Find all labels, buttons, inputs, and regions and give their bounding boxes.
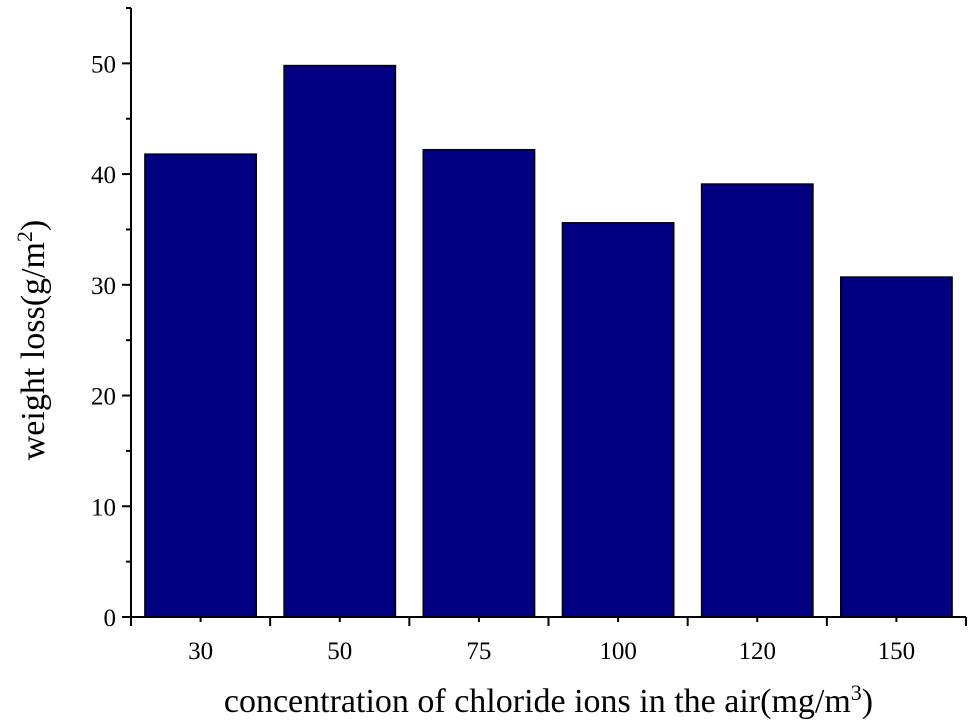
- y-ticks-layer: 0 10 20 30 40 50: [91, 7, 131, 632]
- y-axis-title-suffix: ): [15, 220, 52, 231]
- x-axis-title-suffix: ): [862, 683, 873, 720]
- bar-75: [422, 148, 536, 618]
- bar-30: [144, 153, 258, 618]
- y-tick-label: 0: [104, 605, 117, 632]
- x-axis-title-text: concentration of chloride ions in the ai…: [224, 683, 851, 720]
- x-axis-title-sup: 3: [851, 680, 862, 705]
- x-tick-label-30: 30: [188, 638, 213, 665]
- y-tick-label: 20: [91, 384, 116, 411]
- y-axis-title-sup: 2: [12, 231, 37, 242]
- x-ticks-layer: 30 50 75 100 120 150: [130, 617, 967, 665]
- y-tick-label: 40: [91, 162, 116, 189]
- y-axis-title-text: weight loss(g/m: [15, 242, 52, 460]
- x-tick-label-100: 100: [599, 638, 637, 665]
- y-tick-label: 50: [91, 51, 116, 78]
- x-axis-title: concentration of chloride ions in the ai…: [224, 680, 873, 720]
- x-tick-label-50: 50: [327, 638, 352, 665]
- bar-120: [700, 183, 814, 618]
- y-axis-title: weight loss(g/m2): [12, 220, 52, 461]
- bar-50: [283, 64, 397, 618]
- bar-150: [840, 276, 953, 618]
- bars-layer: [144, 64, 953, 618]
- y-tick-label: 10: [91, 494, 116, 521]
- y-tick-label: 30: [91, 273, 116, 300]
- x-tick-label-120: 120: [739, 638, 777, 665]
- x-tick-label-75: 75: [466, 638, 491, 665]
- x-tick-label-150: 150: [878, 638, 916, 665]
- bar-100: [561, 222, 675, 618]
